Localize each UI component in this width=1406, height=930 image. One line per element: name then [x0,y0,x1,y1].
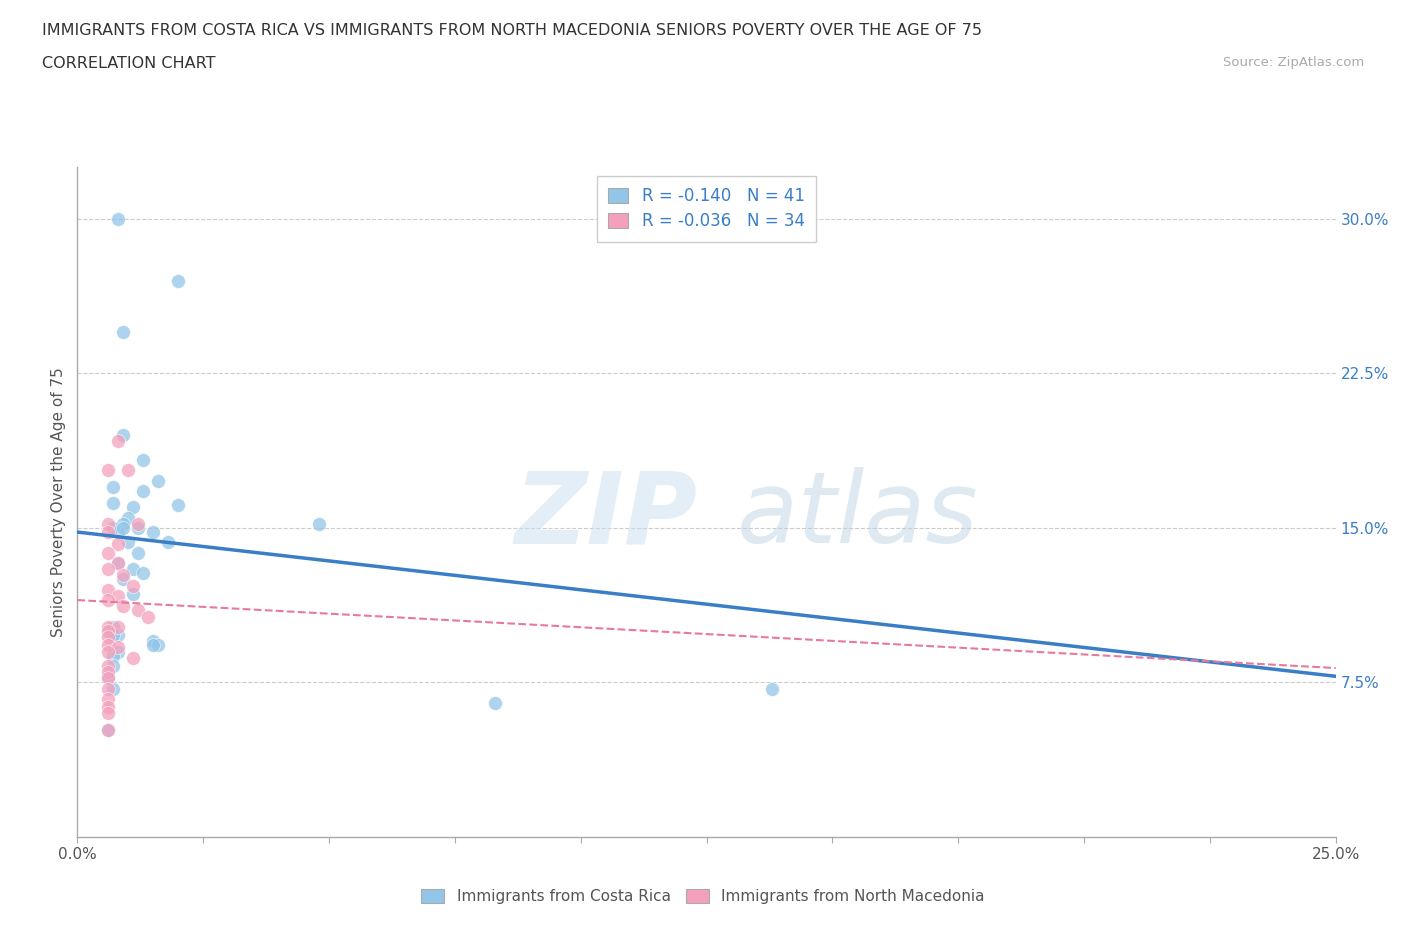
Point [101,628,124,643]
Point [107,211,129,226]
Point [117,463,139,478]
Text: IMMIGRANTS FROM COSTA RICA VS IMMIGRANTS FROM NORTH MACEDONIA SENIORS POVERTY OV: IMMIGRANTS FROM COSTA RICA VS IMMIGRANTS… [42,23,983,38]
Point [96,463,118,478]
Point [167,273,190,288]
Point [96,525,118,539]
Point [96,692,118,707]
Point [101,658,124,673]
Point [96,669,118,684]
Point [127,603,149,618]
Point [101,681,124,696]
Point [146,638,169,653]
Point [111,516,134,531]
Point [96,562,118,577]
Text: CORRELATION CHART: CORRELATION CHART [42,56,215,71]
Point [146,473,169,488]
Point [96,658,118,673]
Point [121,650,143,665]
Point [96,665,118,680]
Y-axis label: Seniors Poverty Over the Age of 75: Seniors Poverty Over the Age of 75 [51,367,66,637]
Point [111,521,134,536]
Text: ZIP: ZIP [515,467,697,565]
Point [136,609,159,624]
Point [121,562,143,577]
Point [101,619,124,634]
Point [96,699,118,714]
Point [117,535,139,550]
Point [96,592,118,607]
Point [96,516,118,531]
Point [156,535,179,550]
Point [96,638,118,653]
Point [132,484,155,498]
Point [96,723,118,737]
Point [142,638,165,653]
Point [142,634,165,649]
Point [96,545,118,560]
Point [121,587,143,602]
Legend: Immigrants from Costa Rica, Immigrants from North Macedonia: Immigrants from Costa Rica, Immigrants f… [413,882,993,911]
Point [121,578,143,593]
Point [107,555,129,570]
Point [127,516,149,531]
Point [96,706,118,721]
Point [142,525,165,539]
Point [107,640,129,655]
Text: atlas: atlas [737,467,979,565]
Point [484,696,506,711]
Point [101,496,124,511]
Point [132,565,155,580]
Point [107,619,129,634]
Point [101,521,124,536]
Point [96,623,118,638]
Point [127,545,149,560]
Point [107,525,129,539]
Point [111,568,134,583]
Point [107,555,129,570]
Point [111,428,134,443]
Point [96,681,118,696]
Point [107,628,129,643]
Point [96,671,118,685]
Point [117,511,139,525]
Point [127,521,149,536]
Point [111,572,134,587]
Point [107,644,129,659]
Point [96,630,118,644]
Point [96,723,118,737]
Point [167,498,190,512]
Point [107,537,129,551]
Point [96,582,118,597]
Point [101,479,124,494]
Point [101,648,124,663]
Point [761,681,783,696]
Point [132,453,155,468]
Point [96,619,118,634]
Point [111,599,134,614]
Point [107,434,129,449]
Point [121,500,143,515]
Point [308,516,330,531]
Point [111,325,134,339]
Point [107,589,129,604]
Text: Source: ZipAtlas.com: Source: ZipAtlas.com [1223,56,1364,69]
Point [96,644,118,659]
Legend: R = -0.140   N = 41, R = -0.036   N = 34: R = -0.140 N = 41, R = -0.036 N = 34 [596,176,817,242]
